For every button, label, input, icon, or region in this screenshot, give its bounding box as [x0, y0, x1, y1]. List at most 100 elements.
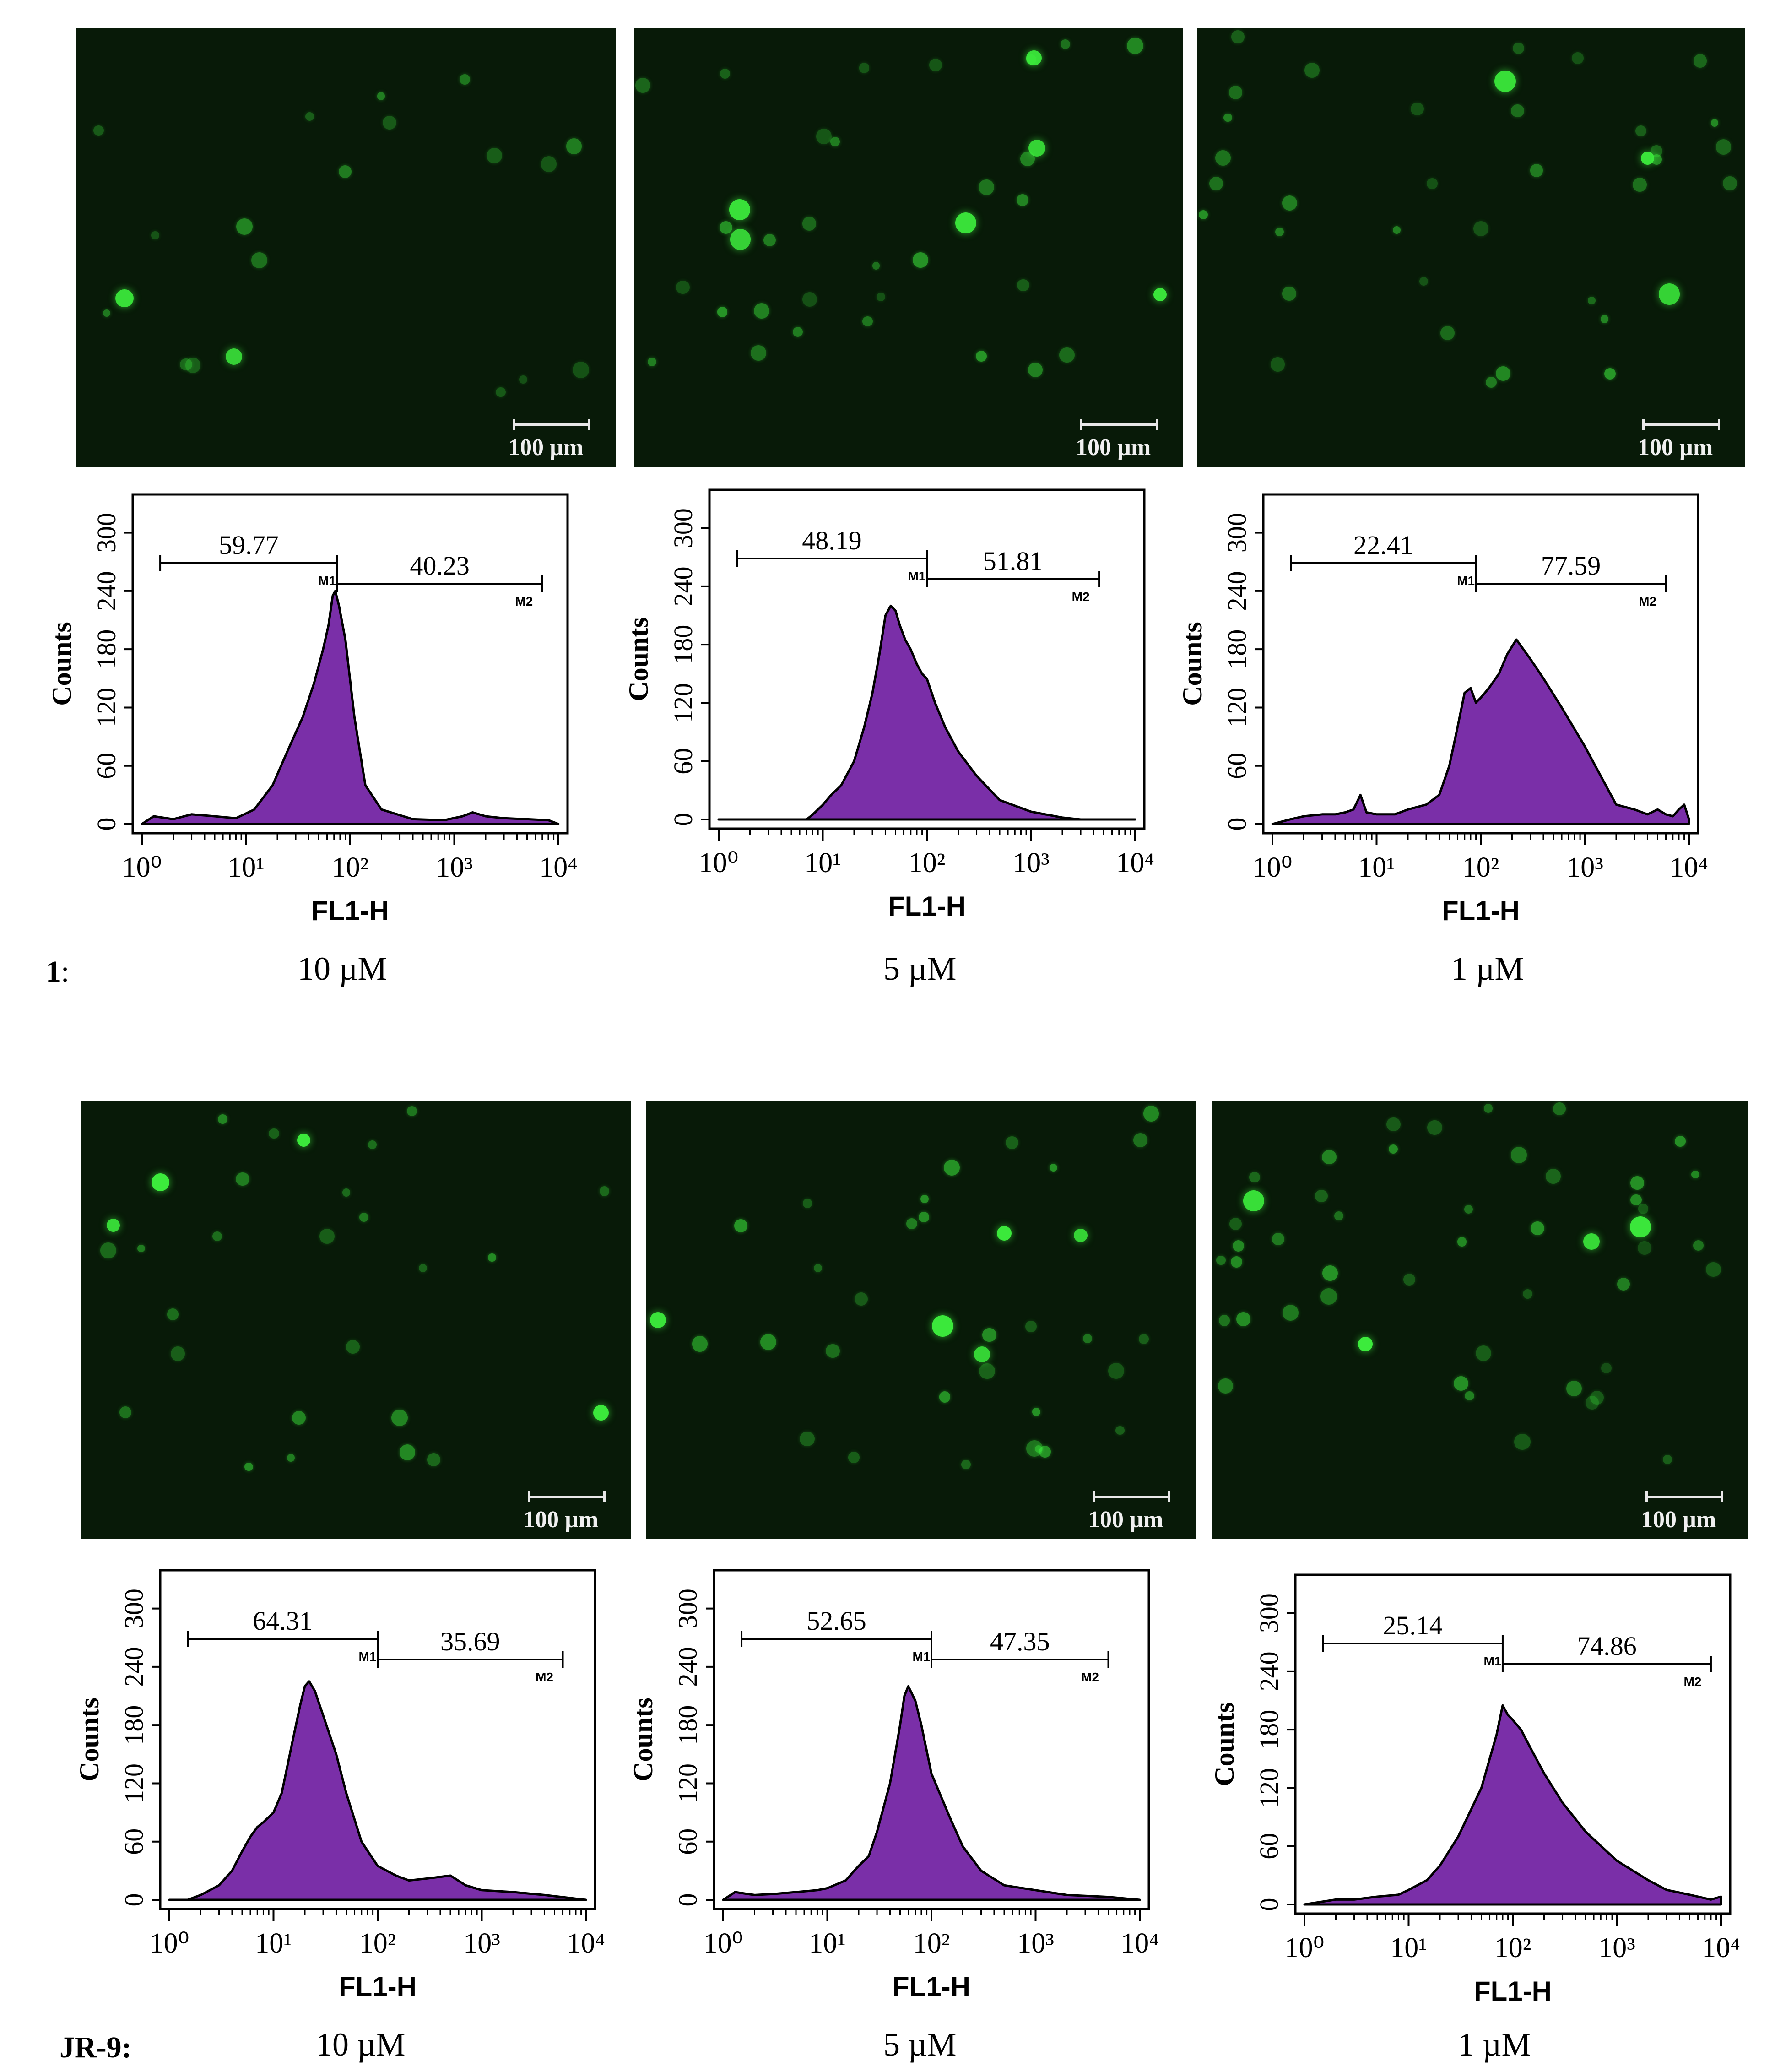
- x-tick-label: 10⁴: [1670, 852, 1708, 883]
- fluorescent-cell: [1282, 195, 1297, 211]
- fluorescent-cell: [1511, 104, 1524, 118]
- y-tick-label: 180: [1254, 1710, 1284, 1750]
- fluorescent-cell: [955, 212, 977, 234]
- fluorescent-cell: [1275, 227, 1284, 237]
- x-axis-label: FL1-H: [888, 891, 966, 922]
- fluorescent-cell: [676, 280, 690, 294]
- scale-bar: [1642, 419, 1720, 442]
- concentration-label: 5 µM: [883, 2026, 957, 2063]
- fluorescent-cell: [650, 1312, 666, 1329]
- fluorescent-cell: [167, 1308, 179, 1320]
- y-axis-label: Counts: [47, 622, 77, 705]
- x-axis-label: FL1-H: [1442, 895, 1520, 926]
- fluorescent-cell: [185, 358, 201, 373]
- fluorescent-cell: [368, 1140, 377, 1150]
- fluorescent-cell: [1322, 1265, 1338, 1281]
- fluorescent-cell: [1427, 178, 1438, 189]
- fluorescent-cell: [1039, 1445, 1051, 1458]
- fluorescent-cell: [1282, 287, 1296, 301]
- fluorescent-cell: [226, 348, 243, 365]
- fluorescent-cell: [1465, 1391, 1474, 1401]
- fluorescent-cell: [1231, 30, 1245, 43]
- fluorescent-cell: [1215, 150, 1231, 166]
- histogram-area: [1303, 1704, 1722, 1906]
- fluorescent-cell: [1514, 1434, 1531, 1450]
- fluorescent-cell: [1630, 1176, 1644, 1190]
- y-tick-label: 120: [119, 1763, 149, 1803]
- fluorescent-cell: [802, 1198, 812, 1208]
- fluorescent-cell: [802, 217, 817, 231]
- y-tick-label: 120: [1222, 688, 1252, 727]
- fluorescent-cell: [1304, 62, 1320, 78]
- fluorescent-cell: [979, 179, 994, 195]
- fluorescent-cell: [1028, 139, 1045, 157]
- x-tick-label: 10⁴: [1702, 1932, 1740, 1964]
- fluorescent-cell: [487, 148, 503, 164]
- y-tick-label: 300: [92, 513, 121, 553]
- concentration-label: 1 µM: [1451, 950, 1524, 987]
- y-tick-label: 60: [1222, 753, 1252, 779]
- fluorescent-cell: [1617, 1277, 1630, 1291]
- fluorescent-cell: [600, 1186, 610, 1196]
- fluorescent-cell: [635, 77, 651, 93]
- y-tick-label: 120: [92, 688, 121, 727]
- y-tick-label: 60: [668, 748, 698, 775]
- fluorescent-cell: [920, 1194, 929, 1203]
- histogram-area: [168, 1680, 587, 1901]
- fluorescent-cell: [1127, 38, 1143, 54]
- fluorescent-cell: [100, 1242, 116, 1258]
- fluorescent-cell: [1060, 39, 1071, 49]
- fluorescent-cell: [1641, 152, 1655, 165]
- gate-M2-value: 35.69: [440, 1627, 500, 1656]
- x-tick-label: 10¹: [1390, 1932, 1427, 1964]
- fluorescent-cell: [943, 1159, 960, 1176]
- histogram-area: [722, 1685, 1141, 1901]
- fluorescent-cell: [1026, 50, 1042, 66]
- y-tick-label: 240: [92, 571, 121, 611]
- fluorescent-cell: [1633, 177, 1647, 192]
- x-tick-label: 10¹: [809, 1928, 846, 1959]
- fluorescent-cell: [1715, 139, 1732, 155]
- concentration-label: 1 µM: [1458, 2026, 1531, 2063]
- fluorescent-cell: [1630, 1216, 1651, 1238]
- x-axis-label: FL1-H: [893, 1971, 970, 2002]
- histogram-1-10uM: 0 60 120 180 240 300 Counts 10⁰ 10¹ 10² 10³ 10⁴ FL1-…: [47, 493, 578, 926]
- histogram-JR9-1uM: 0 60 120 180 240 300 Counts 10⁰ 10¹ 10² 10³ 10⁴ FL1-…: [1209, 1573, 1740, 2007]
- scale-bar: [1080, 419, 1158, 442]
- y-tick-label: 300: [119, 1589, 149, 1628]
- fluorescent-cell: [541, 156, 557, 172]
- y-tick-label: 300: [1222, 513, 1252, 553]
- gate-M2-value: 47.35: [990, 1627, 1050, 1656]
- fluorescent-cell: [1153, 288, 1167, 302]
- fluorescent-cell: [1025, 1321, 1037, 1333]
- micrograph-1-5uM: 100 µm: [634, 28, 1183, 467]
- y-tick-label: 240: [1254, 1651, 1284, 1691]
- x-tick-label: 10¹: [804, 847, 841, 879]
- x-tick-label: 10³: [463, 1928, 500, 1959]
- fluorescent-cell: [802, 292, 817, 307]
- gate-M1-value: 52.65: [806, 1606, 866, 1636]
- fluorescent-cell: [1282, 1304, 1299, 1321]
- fluorescent-cell: [1143, 1106, 1159, 1122]
- y-tick-label: 60: [1254, 1833, 1284, 1860]
- fluorescent-cell: [1322, 1150, 1337, 1165]
- compound-label: 1: [46, 955, 61, 988]
- fluorescent-cell: [297, 1134, 310, 1147]
- fluorescent-cell: [1427, 1120, 1442, 1135]
- y-axis-label: Counts: [1177, 622, 1207, 705]
- fluorescent-cell: [346, 1340, 360, 1354]
- fluorescent-cell: [1059, 347, 1075, 363]
- fluorescent-cell: [137, 1244, 145, 1252]
- fluorescent-cell: [1209, 176, 1223, 190]
- y-tick-label: 180: [668, 625, 698, 665]
- fluorescent-cell: [399, 1444, 415, 1460]
- colon: :: [61, 955, 70, 988]
- gate-M2-name: M2: [1081, 1670, 1099, 1684]
- fluorescent-cell: [1249, 1172, 1260, 1183]
- fluorescent-cell: [929, 58, 942, 72]
- gate-M1-name: M1: [1457, 574, 1475, 588]
- fluorescent-cell: [488, 1253, 496, 1262]
- fluorescent-cell: [93, 125, 104, 136]
- gate-M1-value: 48.19: [802, 526, 862, 555]
- fluorescent-cell: [982, 1328, 997, 1342]
